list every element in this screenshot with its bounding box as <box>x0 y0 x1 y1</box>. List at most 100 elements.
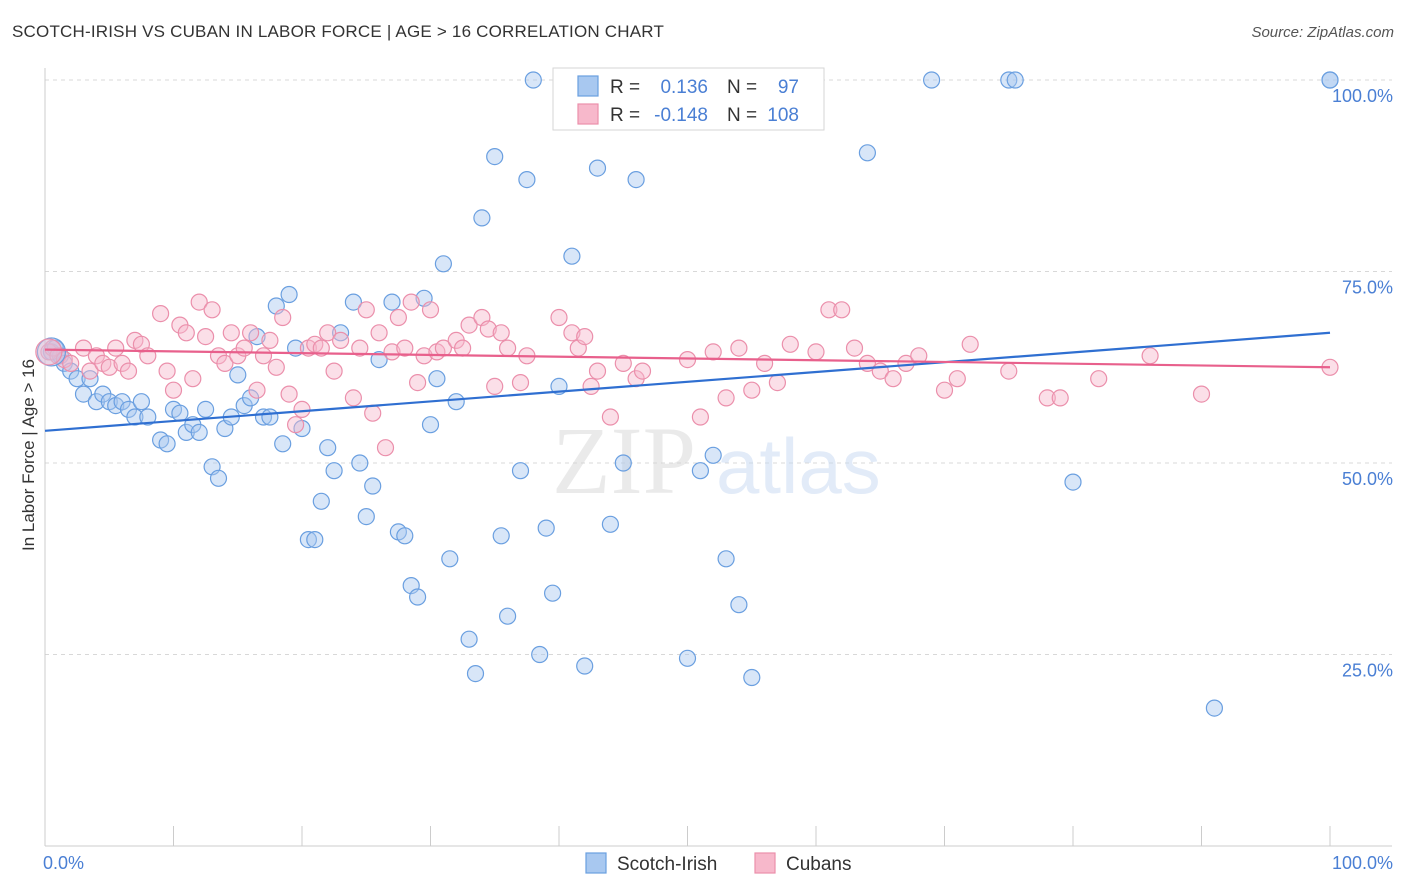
cubans-point <box>402 293 420 311</box>
grid-layer <box>45 79 1392 655</box>
legend-r-value: -0.148 <box>654 105 708 126</box>
scotch-irish-point <box>1205 699 1224 717</box>
cubans-point <box>486 377 504 395</box>
scotch-irish-point <box>576 657 594 675</box>
cubans-point <box>601 408 620 426</box>
scotch-irish-point <box>197 400 215 418</box>
axis-layer: 25.0% 50.0% 75.0% 100.0% 0.0% 100.0% <box>43 68 1393 873</box>
cubans-point <box>479 320 497 338</box>
cubans-point <box>344 389 362 407</box>
cubans-point <box>332 331 350 349</box>
cubans-point <box>216 354 234 372</box>
watermark-atlas: atlas <box>716 422 881 510</box>
cubans-point <box>152 305 170 323</box>
scotch-irish-point <box>518 171 536 189</box>
scotch-irish-point <box>409 588 427 606</box>
cubans-point <box>421 301 440 319</box>
cubans-point <box>454 339 472 357</box>
cubans-point <box>768 374 787 392</box>
scotch-irish-point <box>357 507 375 526</box>
cubans-point <box>897 354 915 372</box>
cubans-point <box>948 370 966 388</box>
cubans-point <box>35 338 63 366</box>
cubans-point <box>1192 385 1211 403</box>
cubans-point <box>203 301 221 319</box>
cubans-point <box>492 324 510 342</box>
trend-layer <box>44 331 1331 432</box>
scotch-irish-point <box>447 393 465 411</box>
scotch-irish-point <box>473 209 491 227</box>
scotch-irish-point <box>588 159 607 177</box>
y-tick-label: 50.0% <box>1342 469 1393 489</box>
cubans-point <box>235 339 253 357</box>
scotch-irish-point <box>1064 473 1082 491</box>
cubans-point <box>184 370 202 388</box>
scotch-irish-point <box>730 596 748 614</box>
cubans-point <box>1000 362 1018 380</box>
source-credit: Source: ZipAtlas.com <box>1251 24 1394 41</box>
cubans-point <box>383 343 401 361</box>
cubans-point <box>1051 389 1069 407</box>
scotch-irish-trendline <box>44 331 1331 432</box>
legend-n-value: 108 <box>767 105 799 126</box>
legend-r-label: R = <box>610 77 640 98</box>
cubans-point <box>588 362 607 380</box>
legend-swatch-blue <box>577 75 599 97</box>
cubans-trendline <box>44 348 1331 369</box>
x-tick-label: 100.0% <box>1332 853 1393 873</box>
scotch-irish-point <box>614 454 632 472</box>
scotch-irish-point <box>743 668 761 687</box>
cubans-point <box>884 370 902 388</box>
cubans-point <box>1038 389 1056 407</box>
scotch-irish-point <box>274 435 292 453</box>
series-legend-label: Cubans <box>786 854 852 875</box>
scotch-irish-point <box>678 649 697 667</box>
scotch-irish-point <box>319 439 337 457</box>
watermark-zip: ZIP <box>552 407 696 514</box>
scotch-irish-point <box>396 527 414 545</box>
scotch-irish-point <box>499 607 517 625</box>
scotch-irish-point <box>543 584 562 602</box>
cubans-point <box>74 339 93 357</box>
cubans-point <box>312 339 330 357</box>
legend-n-label: N = <box>727 77 757 98</box>
cubans-point <box>820 301 838 319</box>
cubans-point <box>389 308 407 327</box>
cubans-point <box>807 343 825 361</box>
cubans-point <box>845 339 864 357</box>
scotch-irish-point <box>364 477 382 495</box>
scotch-irish-point <box>351 454 369 472</box>
scotch-irish-point <box>524 71 542 89</box>
series-legend-label: Scotch-Irish <box>617 854 717 875</box>
cubans-point <box>190 293 208 311</box>
legend-r-value: 0.136 <box>660 77 708 98</box>
scotch-irish-point <box>441 550 459 568</box>
scotch-irish-point <box>1321 71 1339 89</box>
scotch-irish-point <box>858 144 877 162</box>
cubans-point <box>274 308 292 327</box>
cubans-point <box>499 339 517 357</box>
x-tick-label: 0.0% <box>43 853 84 873</box>
scotch-irish-point <box>717 550 735 568</box>
cubans-point <box>563 324 581 342</box>
scotch-irish-point <box>531 645 549 664</box>
scotch-irish-point <box>1000 71 1018 89</box>
cubans-point <box>717 389 735 407</box>
scotch-irish-point <box>601 515 620 533</box>
correlation-legend: R = 0.136 N = 97 R = -0.148 N = 108 <box>552 67 825 131</box>
scotch-irish-point <box>421 416 440 434</box>
cubans-point <box>935 381 954 399</box>
cubans-point <box>107 339 125 357</box>
scotch-irish-point <box>563 247 581 265</box>
scotch-irish-point <box>486 148 504 166</box>
chart-title: SCOTCH-IRISH VS CUBAN IN LABOR FORCE | A… <box>12 22 665 41</box>
scotch-irish-point <box>190 423 208 441</box>
cubans-point <box>781 335 799 353</box>
cubans-point <box>833 301 851 319</box>
series-legend: Scotch-Irish Cubans <box>585 852 852 875</box>
scotch-irish-point <box>466 664 485 683</box>
scotch-irish-point <box>704 446 722 464</box>
cubans-point <box>704 343 722 361</box>
scotch-irish-point <box>229 366 247 384</box>
scotch-irish-point <box>1006 71 1024 89</box>
